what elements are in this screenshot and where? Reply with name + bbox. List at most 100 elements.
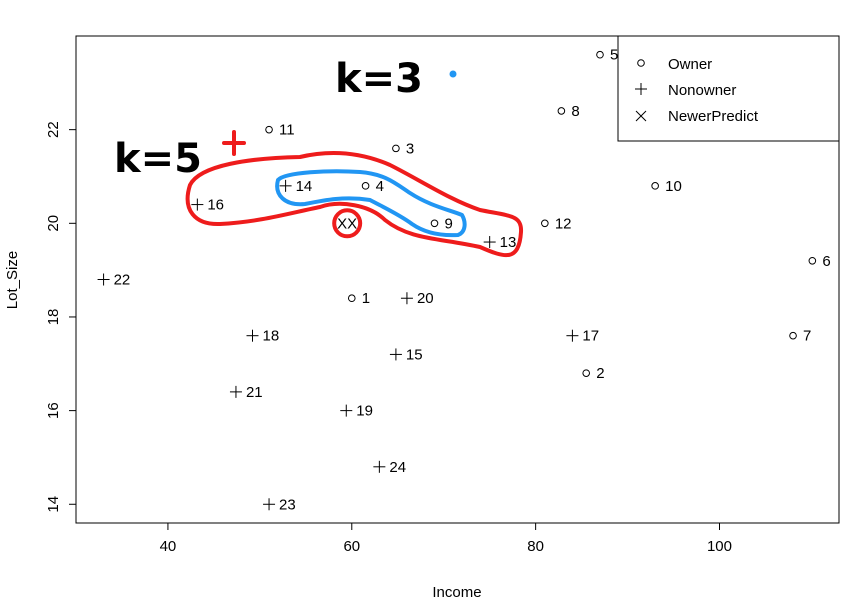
point-label: 22 (114, 272, 131, 289)
point-marker (566, 329, 579, 342)
k3-dot-mark (449, 70, 457, 78)
point-marker (541, 219, 549, 228)
legend-nonowner-label: Nonowner (668, 82, 736, 99)
nonowner-point: 13 (483, 234, 517, 251)
point-label: 9 (445, 215, 453, 232)
predict-highlight-circle (332, 208, 363, 239)
point-label: 6 (822, 253, 830, 270)
point-label: 11 (279, 122, 295, 139)
point-label: 20 (417, 290, 434, 307)
data-points: 123456789101112131415161718192021222324X… (97, 47, 831, 513)
x-tick-label: 80 (527, 538, 544, 555)
point-marker (361, 182, 370, 190)
plot-frame (75, 35, 840, 524)
point-label: 16 (207, 197, 224, 214)
point-marker (229, 385, 242, 398)
k3-neighborhood-outline (275, 169, 467, 238)
point-label: XX (337, 215, 357, 232)
legend-newerpredict-label: NewerPredict (668, 108, 759, 125)
point-label: 2 (596, 365, 604, 382)
owner-point: 9 (430, 215, 453, 232)
y-tick-label: 18 (45, 309, 62, 326)
owner-point: 6 (808, 253, 831, 270)
point-marker (789, 331, 797, 340)
k5-neighborhood-outline (185, 151, 524, 258)
legend: Owner Nonowner NewerPredict (617, 35, 840, 142)
point-label: 15 (406, 346, 423, 363)
nonowner-point: 19 (340, 403, 373, 420)
point-label: 3 (406, 140, 414, 157)
point-label: 4 (376, 178, 384, 195)
point-marker (279, 179, 292, 192)
x-axis-label: Income (432, 584, 481, 601)
owner-point: 1 (347, 290, 370, 307)
nonowner-point: 15 (389, 346, 423, 363)
owner-point: 4 (361, 178, 384, 195)
nonowner-point: 18 (246, 328, 280, 345)
point-marker (392, 144, 400, 153)
point-label: 21 (246, 384, 263, 401)
k5-annotation: k=5 (114, 136, 202, 182)
point-label: 10 (665, 178, 682, 195)
point-marker (808, 256, 817, 265)
point-marker (246, 329, 259, 342)
y-tick-label: 20 (45, 215, 62, 232)
legend-newerpredict-symbol (635, 110, 647, 122)
x-tick-label: 40 (160, 538, 177, 555)
point-marker (191, 198, 204, 211)
point-marker (389, 348, 402, 361)
point-marker (483, 236, 496, 249)
y-tick-label: 16 (45, 402, 62, 419)
legend-box (617, 35, 840, 142)
owner-point: 8 (557, 103, 580, 120)
point-marker (557, 107, 566, 115)
point-label: 18 (263, 328, 280, 345)
point-marker (97, 273, 110, 286)
legend-nonowner-symbol (635, 83, 647, 95)
legend-owner-label: Owner (668, 56, 712, 73)
nonowner-point: 14 (279, 178, 313, 195)
nonowner-point: 20 (400, 290, 434, 307)
point-label: 1 (362, 290, 370, 307)
newerpredict-point: XX (337, 215, 357, 232)
x-tick-label: 60 (343, 538, 360, 555)
nonowner-point: 17 (566, 328, 599, 345)
nonowner-point: 24 (373, 459, 406, 476)
y-axis-label: Lot_Size (4, 251, 21, 309)
owner-point: 10 (651, 178, 682, 195)
y-tick-label: 22 (45, 121, 62, 138)
k3-annotation: k=3 (335, 56, 423, 102)
owner-point: 11 (265, 122, 295, 139)
point-label: 19 (356, 403, 373, 420)
owner-point: 7 (789, 328, 811, 345)
owner-point: 12 (541, 215, 572, 232)
x-axis: 40 60 80 100 (160, 523, 732, 555)
owner-point: 3 (392, 140, 414, 157)
legend-owner-symbol (637, 59, 645, 67)
y-tick-label: 14 (45, 496, 62, 513)
owner-point: 5 (596, 47, 618, 64)
point-marker (651, 182, 659, 190)
point-label: 17 (582, 328, 599, 345)
point-marker (400, 292, 413, 305)
point-marker (582, 369, 590, 377)
nonowner-point: 16 (191, 197, 224, 214)
x-tick-label: 100 (707, 538, 732, 555)
point-marker (263, 498, 276, 511)
point-marker (347, 294, 356, 303)
owner-point: 2 (582, 365, 605, 382)
y-axis: 14 16 18 20 22 (45, 121, 76, 513)
point-label: 7 (803, 328, 811, 345)
point-label: 14 (296, 178, 313, 195)
nonowner-point: 21 (229, 384, 263, 401)
k5-plus-mark (222, 130, 246, 156)
point-label: 24 (389, 459, 406, 476)
point-label: 12 (555, 215, 572, 232)
point-label: 23 (279, 496, 296, 513)
nonowner-point: 22 (97, 272, 131, 289)
point-marker (430, 219, 439, 228)
point-marker (265, 125, 273, 134)
point-label: 5 (610, 47, 618, 64)
point-label: 13 (500, 234, 517, 251)
